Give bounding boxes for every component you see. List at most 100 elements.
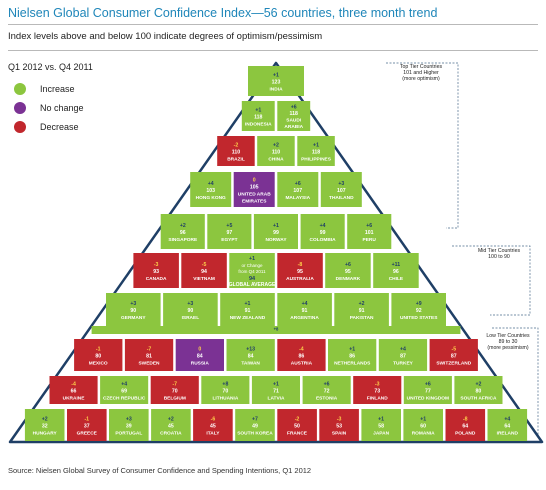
subtitle-divider [8,50,538,51]
value-label: 45 [210,424,216,430]
cell-background [193,409,233,441]
value-label: 45 [168,424,174,430]
cell-background [235,409,275,441]
country-label: FRANCE [287,431,308,437]
cell-background [241,101,275,131]
mid-tier-title: Mid Tier Countries [477,248,521,254]
decrease-swatch [14,121,26,133]
change-label: +6 [291,105,297,111]
cell-background [133,253,179,288]
country-label: GLOBAL AVERAGE [229,282,276,288]
country-label: CHINA [268,157,284,163]
change-label: +6 [425,382,431,388]
country-label: INDONESIA [245,122,272,128]
change-note: from Q4 2011 [238,269,266,274]
legend-no-change-label: No change [40,103,84,113]
change-label: +1 [273,223,279,229]
country-label: ITALY [206,431,220,437]
cell-background [49,376,98,404]
cell-background [297,136,335,166]
value-label: 49 [252,424,258,430]
cell-background [190,172,232,207]
country-label: UNITED STATES [400,315,438,321]
cell-background [207,214,252,249]
value-label: 118 [254,115,262,121]
change-label: +3 [187,301,193,307]
value-label: 95 [345,269,351,275]
comparison-period: Q1 2012 vs. Q4 2011 [8,62,93,72]
cell-background [150,376,199,404]
country-label: ARGENTINA [290,315,319,321]
cell-background [181,253,227,288]
country-label: JAPAN [373,431,389,437]
country-label: SAUDI [286,118,302,124]
country-label: EMIRATES [242,199,267,205]
country-label: LATVIA [268,396,286,402]
cell-background [277,253,323,288]
country-label: SPAIN [332,431,347,437]
change-label: -4 [71,382,76,388]
low-tier-title: Low Tier Countries [486,333,530,339]
country-label: SOUTH AFRICA [460,396,497,402]
change-label: +7 [252,417,258,423]
low-tier-annotation: Low Tier Countries 89 to 30 (more pessim… [478,333,538,351]
value-label: 105 [250,185,259,191]
change-label: +1 [420,417,426,423]
cell-background [217,136,255,166]
change-label: +1 [313,143,319,149]
value-label: 94 [201,269,207,275]
change-label: +3 [130,301,136,307]
country-label: CANADA [146,276,167,282]
change-label: +6 [295,181,301,187]
change-label: +11 [392,262,401,268]
country-label: UNITED KINGDOM [407,396,449,402]
cell-background [257,136,295,166]
change-label: +13 [246,347,255,353]
cell-background [277,172,319,207]
country-label: PAKISTAN [350,315,374,321]
change-label: 0 [198,347,201,353]
pyramid-cells: +1123INDIA+1118INDONESIA+6118SAUDIARABIA… [24,66,528,441]
value-label: 118 [290,111,298,117]
change-label: +1 [255,108,261,114]
value-label: 96 [393,269,399,275]
low-tier-range: 89 to 30 [498,339,518,345]
country-label: NETHERLANDS [334,361,371,367]
value-label: 70 [222,389,228,395]
cell-background [403,409,443,441]
change-label: -1 [96,347,101,353]
change-label: +2 [180,223,186,229]
country-label: TAIWAN [241,361,260,367]
change-label: +1 [273,382,279,388]
change-label: +5 [226,223,232,229]
mid-tier-bracket [452,245,531,316]
country-label: AUSTRALIA [286,276,314,282]
value-label: 70 [172,389,178,395]
cell-background [220,293,275,326]
cell-background [391,293,446,326]
change-label: 0 [253,178,256,184]
country-label: MEXICO [89,361,108,367]
country-label: PHILIPPINES [301,157,332,163]
change-label: +3 [338,181,344,187]
country-label: CHILE [389,276,404,282]
cell-background [24,409,65,441]
value-label: 37 [84,424,90,430]
cell-background [163,293,218,326]
cell-background [229,253,275,288]
value-label: 86 [349,354,355,360]
change-label: -2 [295,417,300,423]
